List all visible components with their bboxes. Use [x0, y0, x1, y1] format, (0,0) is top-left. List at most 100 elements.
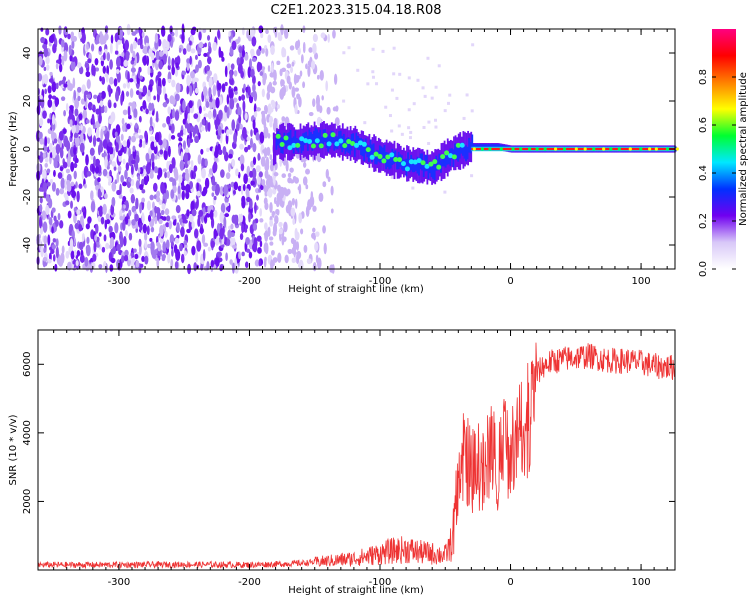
- spectrogram-noise-cell: [149, 171, 154, 179]
- spectrogram-noise-cell: [198, 31, 202, 41]
- spectrogram-noise-cell: [97, 215, 102, 223]
- spectrogram-noise-cell: [80, 98, 85, 105]
- spectrogram-noise-cell: [47, 118, 50, 124]
- spectrogram-ridge-cell: [472, 144, 475, 149]
- spectrogram-noise-cell: [211, 184, 216, 192]
- spectrogram-noise-cell: [51, 81, 57, 93]
- spectrogram-noise-cell: [150, 152, 155, 162]
- spectrogram-noise-cell: [366, 82, 370, 86]
- snr-x-axis-label: Height of straight line (km): [288, 585, 424, 596]
- spectrogram-ridge-cell: [491, 144, 494, 149]
- spectrogram-noise-cell: [224, 81, 228, 87]
- spectrogram-noise-cell: [74, 120, 78, 126]
- spectrogram-ridge-cell: [374, 151, 377, 165]
- spectrogram-noise-cell: [213, 209, 218, 218]
- spectrogram-noise-cell: [189, 35, 195, 42]
- spectrogram-noise-cell: [170, 119, 173, 125]
- spectrogram-ridge-cell: [430, 166, 433, 178]
- spectrogram-noise-cell: [183, 250, 187, 256]
- spectrogram-ridge-cell: [496, 144, 499, 149]
- spectrogram-ridge-cell: [303, 138, 309, 144]
- spectrogram-ridge-cell: [361, 139, 364, 157]
- spectrogram-ridge-cell: [318, 143, 324, 149]
- spectrogram-noise-cell: [269, 241, 274, 246]
- spectrogram-noise-cell: [115, 142, 119, 153]
- spectrogram-noise-cell: [231, 214, 237, 224]
- spectrogram-noise-cell: [308, 111, 314, 117]
- spectrogram-noise-cell: [196, 182, 200, 194]
- spectrogram-noise-cell: [284, 254, 289, 264]
- spectrogram-noise-cell: [86, 171, 92, 177]
- spectrogram-noise-cell: [139, 263, 144, 268]
- colorbar-tick-label: 0.0: [698, 261, 709, 277]
- spectrogram-noise-cell: [70, 36, 74, 42]
- spectrogram-ridge-cell: [654, 147, 658, 151]
- spectrogram-noise-cell: [267, 65, 271, 72]
- spectrogram-noise-cell: [175, 82, 181, 93]
- spectrogram-noise-cell: [55, 82, 59, 90]
- spectrogram-noise-cell: [187, 159, 191, 166]
- spectrogram-noise-cell: [194, 87, 199, 94]
- spectrogram-noise-cell: [237, 106, 242, 118]
- spectrogram-noise-cell: [145, 152, 150, 162]
- spectrogram-noise-cell: [87, 216, 92, 224]
- spectrogram-noise-cell: [279, 157, 282, 167]
- spectrogram-noise-cell: [161, 25, 166, 37]
- spectrogram-ridge-cell: [389, 153, 392, 169]
- spectrogram-noise-cell: [247, 86, 251, 96]
- spectrogram-noise-cell: [92, 253, 97, 262]
- spectrogram-noise-cell: [203, 113, 209, 118]
- spectrogram-noise-cell: [347, 46, 351, 50]
- spectrogram-noise-cell: [104, 25, 109, 34]
- spectrogram-noise-cell: [323, 242, 327, 255]
- spectrogram-noise-cell: [197, 59, 202, 69]
- spectrogram-noise-cell: [98, 232, 102, 237]
- spectrogram-ridge-cell: [490, 144, 492, 149]
- spectrogram-noise-cell: [325, 168, 329, 179]
- spectrogram-noise-cell: [209, 209, 214, 221]
- spectrogram-noise-cell: [100, 59, 104, 67]
- spectrogram-noise-cell: [196, 240, 202, 252]
- spectrogram-noise-cell: [164, 230, 168, 238]
- spectrogram-noise-cell: [143, 168, 146, 175]
- spectrogram-noise-cell: [101, 246, 106, 253]
- spectrogram-ridge-cell: [347, 137, 350, 153]
- spectrogram-noise-cell: [191, 209, 197, 217]
- spectrogram-noise-cell: [70, 60, 76, 71]
- spectrogram-ridge-cell: [310, 143, 316, 149]
- spectrogram-noise-cell: [279, 88, 285, 100]
- spectrogram-noise-cell: [101, 76, 106, 85]
- spectrogram-noise-cell: [196, 190, 201, 197]
- spectrogram-noise-cell: [183, 128, 187, 136]
- spectrogram-noise-cell: [72, 260, 75, 265]
- spectrogram-noise-cell: [423, 94, 427, 98]
- spectrogram-noise-cell: [215, 257, 220, 267]
- spectrogram-ridge-cell: [294, 130, 297, 147]
- spectrogram-noise-cell: [74, 249, 77, 258]
- spectrogram-noise-cell: [144, 232, 148, 242]
- snr-y-tick-label: 2000: [22, 489, 33, 514]
- spectrogram-noise-cell: [43, 247, 46, 254]
- spectrogram-noise-cell: [124, 169, 128, 180]
- spectrogram-noise-cell: [125, 91, 130, 97]
- spectrogram-noise-cell: [106, 130, 110, 141]
- spectrogram-noise-cell: [273, 176, 276, 186]
- spectrogram-noise-cell: [251, 180, 255, 186]
- spectrogram-noise-cell: [264, 230, 269, 242]
- spectrogram-noise-cell: [129, 187, 134, 194]
- spectrogram-noise-cell: [212, 108, 217, 118]
- spectrogram-ridge-cell: [393, 157, 399, 163]
- spectrogram-noise-cell: [211, 99, 217, 110]
- spectrogram-noise-cell: [238, 251, 241, 260]
- spectrogram-noise-cell: [44, 136, 48, 148]
- spectrogram-noise-cell: [111, 181, 117, 192]
- spectrogram-noise-cell: [99, 33, 105, 45]
- spectrogram-noise-cell: [249, 137, 253, 148]
- spectrogram-noise-cell: [171, 215, 177, 220]
- spectrogram-noise-cell: [51, 226, 54, 234]
- spectrogram-noise-cell: [161, 203, 166, 211]
- spectrogram-ridge-cell: [459, 142, 465, 148]
- spectrogram-noise-cell: [259, 240, 263, 248]
- spectrogram-noise-cell: [183, 240, 187, 246]
- spectrogram-noise-cell: [397, 124, 401, 128]
